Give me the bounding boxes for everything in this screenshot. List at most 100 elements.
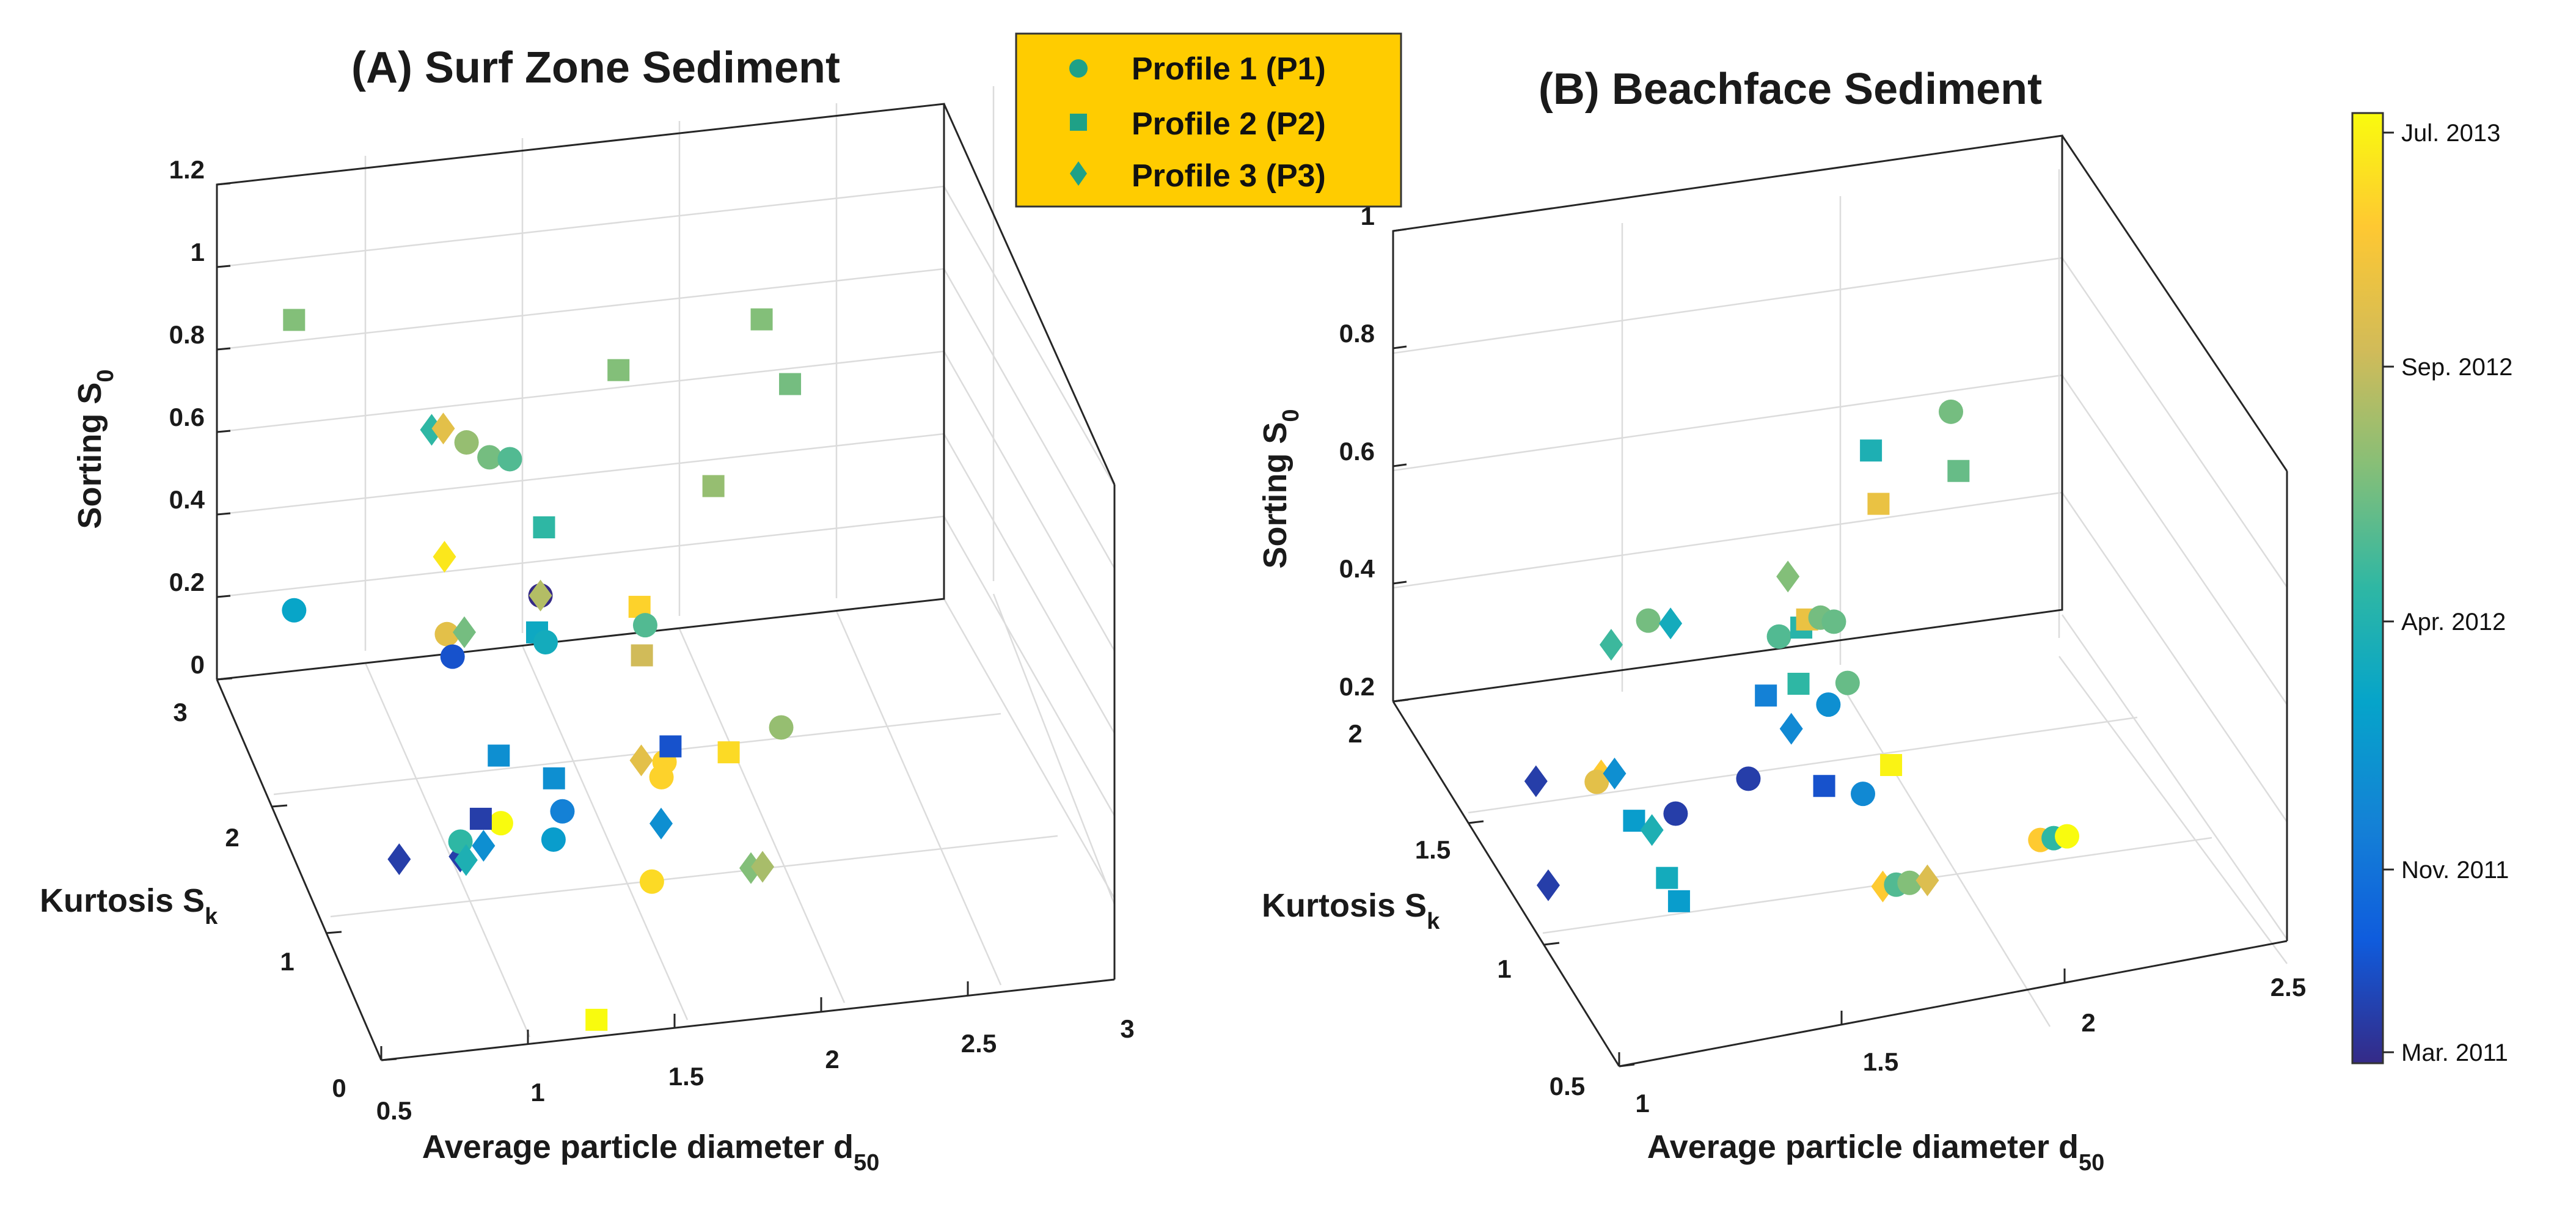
panel-a-point-p2 [488, 744, 510, 767]
panel-a-x-tick-label: 3 [1120, 1014, 1134, 1043]
panel-b-point-p3 [1640, 814, 1664, 846]
panel-b-point-p2 [1947, 460, 1970, 482]
panel-b-point-p3 [1776, 560, 1800, 593]
panel-b-point-p2 [1787, 673, 1810, 695]
panel-a-point-p3 [387, 843, 411, 876]
panel-a-point-p3 [433, 541, 456, 573]
panel-b-title: (B) Beachface Sediment [1539, 65, 2042, 114]
panel-b-z-tick-label: 0.2 [1339, 672, 1375, 701]
panel-b-x-tick-label: 1 [1635, 1089, 1649, 1118]
panel-a-point-p3 [649, 807, 673, 840]
panel-b-point-p2 [1656, 866, 1678, 889]
panel-b-z-axis-label: Sorting S0 [1257, 409, 1304, 568]
panel-a-point-p1 [488, 811, 513, 836]
panel-b-x-tick-label: 2.5 [2270, 973, 2306, 1002]
panel-a-point-p3 [629, 744, 653, 777]
panel-a-point-p2 [469, 807, 492, 830]
panel-b-y-tick-label: 1.5 [1415, 835, 1451, 864]
panel-a-z-tick-label: 0.8 [169, 320, 205, 349]
panel-b-point-p2 [1880, 753, 1903, 776]
panel-b-point-p1 [1821, 609, 1846, 634]
panel-beachface: 1 1.5 2 2.5 0.5 1 1.5 2 0.2 0.4 0.6 0.8 … [1257, 65, 2306, 1176]
panel-b-y-tick-label: 2 [1348, 719, 1362, 748]
panel-a-ticks [216, 182, 1116, 1061]
panel-b-x-tick-label: 1.5 [1863, 1047, 1898, 1076]
panel-b-point-p3 [1659, 607, 1683, 640]
panel-b-y-axis-label: Kurtosis Sk [1262, 887, 1440, 934]
panel-a-point-p1 [632, 613, 657, 638]
legend-label-p1: Profile 1 (P1) [1132, 51, 1326, 87]
panel-b-tick-labels: 1 1.5 2 2.5 0.5 1 1.5 2 0.2 0.4 0.6 0.8 … [1339, 202, 2307, 1118]
panel-a-point-p3 [454, 844, 478, 876]
panel-b-point-p2 [1667, 890, 1690, 912]
panel-b-point-p1 [1584, 769, 1609, 794]
panel-a-point-p2 [750, 308, 773, 331]
panel-a-y-tick-label: 3 [173, 698, 187, 727]
panel-b-point-p3 [1599, 629, 1623, 661]
panel-a-point-p2 [585, 1008, 608, 1031]
panel-a-point-p1 [649, 764, 674, 789]
panel-a-point-p1 [769, 715, 794, 740]
legend-square-marker [1070, 114, 1087, 131]
panel-a-y-tick-label: 0 [332, 1074, 346, 1102]
panel-a-point-p2 [607, 359, 630, 381]
panel-a-point-p2 [779, 373, 802, 395]
panel-a-point-p2 [533, 516, 555, 539]
panel-b-point-p3 [1603, 757, 1626, 789]
panel-b-z-tick-label: 0.4 [1339, 554, 1375, 583]
panel-a-y-tick-label: 1 [280, 947, 294, 976]
colorbar-label: Mar. 2011 [2401, 1039, 2508, 1066]
legend-label-p3: Profile 3 (P3) [1132, 158, 1326, 194]
panel-a-z-tick-label: 0.6 [169, 403, 205, 431]
panel-a-point-p2 [702, 475, 725, 497]
panel-a-point-p1 [454, 430, 479, 455]
panel-a-y-tick-label: 2 [225, 823, 239, 852]
panel-a-x-tick-label: 2.5 [961, 1029, 997, 1058]
colorbar: Jul. 2013 Sep. 2012 Apr. 2012 Nov. 2011 … [2351, 112, 2512, 1066]
panel-b-point-p1 [1897, 870, 1922, 895]
panel-a-x-tick-label: 1.5 [668, 1062, 704, 1091]
panel-b-point-p1 [2055, 824, 2080, 849]
panel-b-point-p2 [1755, 684, 1777, 707]
colorbar-label: Apr. 2012 [2401, 609, 2506, 635]
panel-a-point-p2 [631, 644, 653, 667]
panel-a-point-p1 [541, 827, 566, 852]
panel-a-point-p3 [472, 830, 496, 862]
panel-a-point-p1 [550, 799, 575, 824]
panel-b-z-tick-label: 0.6 [1339, 437, 1375, 466]
panel-a-x-tick-label: 1 [530, 1078, 544, 1107]
colorbar-label: Sep. 2012 [2401, 354, 2512, 381]
panel-b-point-p3 [1779, 712, 1803, 745]
panel-a-x-axis-label: Average particle diameter d50 [422, 1129, 880, 1176]
legend-circle-marker [1069, 59, 1088, 78]
panel-b-point-p1 [1851, 782, 1875, 807]
panel-b-ticks [1392, 228, 2288, 1068]
panel-b-point-p1 [1816, 692, 1841, 717]
panel-a-point-p1 [477, 445, 502, 470]
legend-diamond-marker [1070, 161, 1087, 186]
panel-a-point-p3 [452, 616, 476, 648]
panel-a-z-tick-label: 0.4 [169, 485, 205, 514]
panel-a-point-p2 [717, 741, 740, 764]
panel-b-point-p2 [1867, 493, 1890, 515]
panel-b-point-p2 [1623, 810, 1645, 832]
panel-a-z-axis-label: Sorting S0 [71, 369, 119, 529]
panel-b-point-p3 [1536, 869, 1560, 901]
panel-a-points [282, 308, 802, 1031]
panel-b-frame [1392, 134, 2288, 1068]
panel-a-z-tick-label: 1.2 [169, 155, 205, 184]
colorbar-gradient [2351, 112, 2384, 1064]
panel-a-point-p3 [431, 412, 455, 445]
panel-b-y-tick-label: 0.5 [1550, 1072, 1585, 1101]
panel-a-point-p1 [497, 447, 522, 472]
panel-a-point-p1 [434, 621, 459, 646]
panel-a-z-tick-label: 0.2 [169, 568, 205, 596]
panel-b-gridlines [1392, 169, 2288, 1027]
panel-b-point-p1 [1835, 670, 1860, 695]
panel-b-z-tick-label: 1 [1361, 202, 1375, 230]
panel-b-point-p2 [1860, 439, 1883, 462]
panel-a-gridlines [216, 86, 1116, 1038]
panel-a-point-p2 [543, 767, 565, 789]
legend-label-p2: Profile 2 (P2) [1132, 106, 1326, 142]
